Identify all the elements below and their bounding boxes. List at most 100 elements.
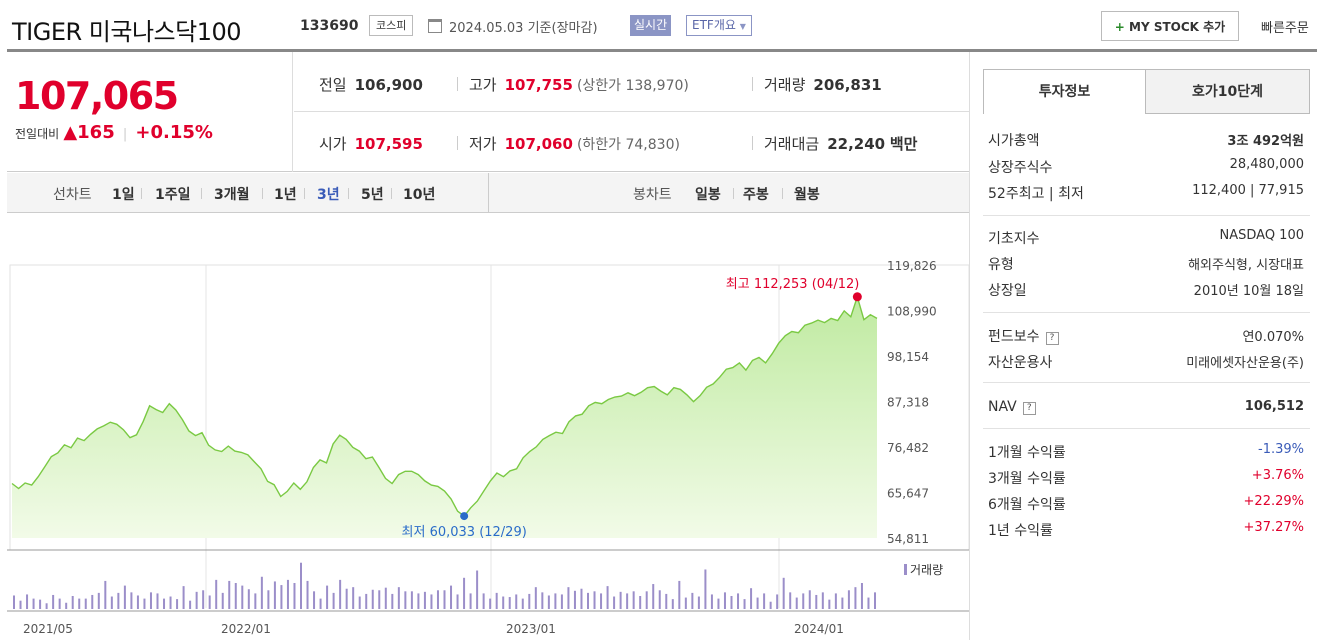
volume-bar: [639, 596, 642, 609]
candle-weekly[interactable]: 주봉: [743, 187, 769, 203]
volume-bar: [626, 593, 629, 609]
volume-bar: [874, 592, 876, 609]
info-tabs: 투자정보 호가10단계: [983, 69, 1310, 114]
volume-bar: [65, 602, 68, 609]
change-percent: +0.15%: [135, 122, 213, 143]
tab-investment-info[interactable]: 투자정보: [983, 69, 1146, 114]
volume-bar: [267, 590, 270, 609]
info-return-6m: 6개월 수익률 +22.29%: [988, 494, 1304, 513]
volume-bar: [619, 591, 622, 609]
volume-bar: [554, 593, 557, 609]
volume-bar: [202, 590, 205, 609]
y-tick-label: 87,318: [887, 396, 929, 410]
y-tick-label: 76,482: [887, 441, 929, 455]
volume-bar: [737, 593, 740, 609]
high-price: 고가 107,755 (상한가 138,970): [469, 76, 689, 94]
market-badge: 코스피: [369, 15, 414, 36]
volume-bar: [117, 592, 120, 609]
volume-bar: [71, 596, 74, 609]
stock-title: TIGER 미국나스닥100: [12, 18, 242, 46]
period-5y[interactable]: 5년: [361, 187, 384, 203]
realtime-badge[interactable]: 실시간: [630, 15, 672, 36]
volume-bar: [645, 591, 648, 609]
volume-bar: [495, 592, 498, 609]
info-return-1y: 1년 수익률 +37.27%: [988, 520, 1304, 539]
etf-overview-dropdown[interactable]: ETF개요 ▼: [686, 15, 752, 36]
volume-bar: [91, 594, 94, 609]
volume-bar: [828, 599, 831, 609]
change-row: 전일대비 ▲165 | +0.15%: [15, 122, 213, 143]
y-tick-label: 65,647: [887, 487, 929, 501]
volume-bar: [841, 597, 844, 609]
volume-bar: [423, 591, 426, 609]
info-52week: 52주최고 | 최저 112,400 | 77,915: [988, 183, 1304, 202]
period-10y[interactable]: 10년: [403, 187, 436, 203]
min-marker: [460, 512, 469, 521]
tab-orderbook-10[interactable]: 호가10단계: [1146, 69, 1310, 114]
calendar-icon: [428, 19, 442, 33]
volume-bar: [104, 580, 107, 609]
header-divider: [7, 49, 1317, 52]
volume-bar: [671, 599, 674, 609]
period-3y[interactable]: 3년: [317, 187, 340, 203]
period-1d[interactable]: 1일: [112, 187, 135, 203]
volume-bar: [847, 590, 850, 609]
volume-bar: [821, 592, 824, 609]
volume-bar: [371, 589, 374, 609]
volume-bar: [430, 594, 433, 609]
volume-bar: [97, 592, 100, 609]
info-type: 유형 해외주식형, 시장대표: [988, 257, 1304, 273]
volume-bar: [547, 595, 550, 609]
period-1w[interactable]: 1주일: [155, 187, 191, 203]
volume-bar: [273, 581, 276, 609]
quote-date: 2024.05.03 기준(장마감): [449, 21, 598, 36]
open-price: 시가 107,595: [319, 135, 423, 153]
candle-monthly[interactable]: 월봉: [794, 187, 820, 203]
volume-bar: [313, 591, 316, 609]
help-icon[interactable]: ?: [1022, 402, 1036, 415]
volume-bar: [808, 590, 811, 609]
volume-bar: [176, 599, 179, 609]
trade-amount: 거래대금 22,240 백만: [764, 135, 918, 153]
volume-bar: [241, 585, 244, 609]
volume-bar: [195, 591, 198, 609]
volume-bar: [84, 598, 87, 609]
y-tick-label: 119,826: [887, 259, 937, 273]
volume-bar: [606, 586, 609, 609]
chart-period-bar: 선차트 1일 1주일 3개월 1년 3년 5년 10년 봉차트 일봉 주봉 월봉: [7, 173, 969, 213]
header: TIGER 미국나스닥100 133690 코스피 2024.05.03 기준(…: [0, 0, 1317, 52]
info-return-3m: 3개월 수익률 +3.76%: [988, 468, 1304, 487]
volume-bar: [489, 598, 492, 609]
add-mystock-button[interactable]: + MY STOCK 추가: [1101, 11, 1239, 41]
volume-bar: [717, 598, 720, 609]
volume-bar: [802, 593, 805, 609]
volume-bar: [723, 592, 726, 609]
period-1y[interactable]: 1년: [274, 187, 297, 203]
volume-bar: [652, 584, 655, 609]
investment-info-panel: 투자정보 호가10단계 시가총액 3조 492억원 상장주식수 28,480,000…: [983, 69, 1310, 549]
period-3m[interactable]: 3개월: [214, 187, 250, 203]
volume-bar: [136, 595, 139, 609]
info-return-1m: 1개월 수익률 -1.39%: [988, 442, 1304, 461]
quick-order-link[interactable]: 빠른주문: [1261, 21, 1309, 36]
volume-bar: [384, 587, 387, 609]
candle-daily[interactable]: 일봉: [695, 187, 721, 203]
volume-bar: [32, 598, 35, 609]
x-tick-label: 2024/01: [794, 622, 844, 636]
current-price: 107,065: [15, 74, 179, 118]
volume-bar: [815, 594, 818, 609]
volume-bar: [26, 594, 29, 609]
volume-bar: [834, 593, 837, 609]
info-shares: 상장주식수 28,480,000: [988, 157, 1304, 176]
volume-bar: [189, 600, 192, 609]
volume-bars: [13, 562, 876, 609]
volume-bar: [632, 591, 635, 609]
volume-bar: [417, 593, 420, 609]
volume-bar: [697, 596, 700, 609]
volume-bar: [658, 590, 661, 609]
volume-bar: [730, 596, 733, 609]
help-icon[interactable]: ?: [1045, 332, 1059, 345]
price-chart[interactable]: 119,826 108,990 98,154 87,318 76,482 65,647 54…: [7, 213, 969, 640]
price-chart-svg: 119,826 108,990 98,154 87,318 76,482 65,647 54…: [7, 259, 969, 636]
max-marker: [852, 292, 862, 302]
